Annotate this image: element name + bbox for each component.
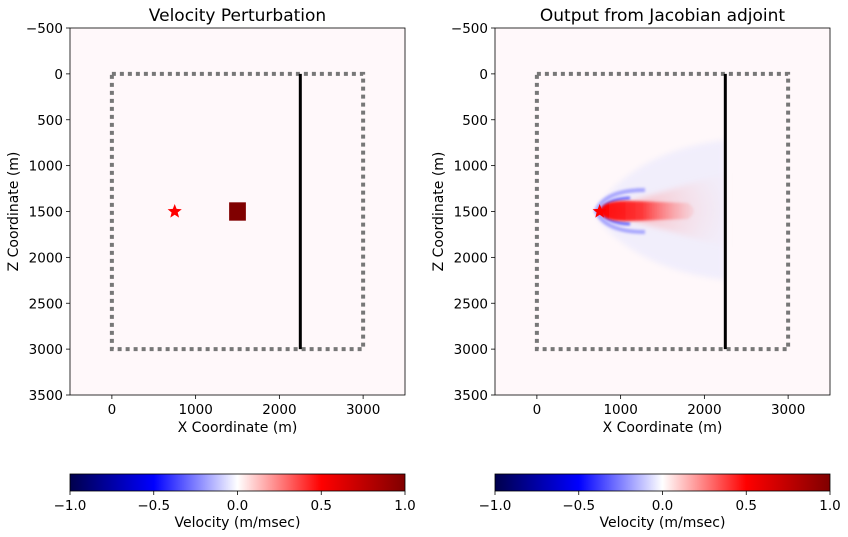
panel-title: Output from Jacobian adjoint	[540, 6, 786, 26]
colorbar-tick-label: 0.0	[227, 498, 248, 514]
colorbar-tick-label: −1.0	[54, 498, 87, 514]
y-tick-label: 0	[54, 67, 63, 83]
y-axis-ticks: −500 0 500 1000 1500 2000 2500 3000 3500	[26, 21, 70, 404]
y-tick-label: 3000	[29, 342, 63, 358]
colorbar-gradient	[494, 473, 831, 492]
x-tick-label: 2000	[262, 402, 296, 418]
colorbar-tick-label: 0.5	[311, 498, 332, 514]
x-axis-label: X Coordinate (m)	[178, 420, 298, 436]
source-star-icon	[592, 204, 607, 218]
y-tick-label: 2000	[29, 250, 63, 266]
x-tick-label: 0	[533, 402, 542, 418]
x-axis-label: X Coordinate (m)	[603, 420, 723, 436]
panel-title: Velocity Perturbation	[149, 6, 326, 26]
y-tick-label: 1000	[29, 159, 63, 175]
x-tick-label: 3000	[771, 402, 805, 418]
colorbar-label: Velocity (m/msec)	[175, 515, 301, 531]
perturbation-layer	[229, 202, 246, 221]
red-wake-core	[600, 200, 694, 222]
y-axis-label: Z Coordinate (m)	[431, 152, 447, 272]
y-tick-label: 1500	[29, 205, 63, 221]
x-tick-label: 3000	[346, 402, 380, 418]
jacobian-adjoint-panel: 0 1000 2000 3000 −500 0 500 1000 1500 2000 2500 30…	[431, 6, 841, 531]
y-tick-label: 500	[37, 113, 63, 129]
y-tick-label: 1000	[454, 159, 488, 175]
colorbar-gradient	[69, 473, 406, 492]
colorbar-tick-label: −0.5	[562, 498, 595, 514]
colorbar-tick-label: −0.5	[137, 498, 170, 514]
model-box-outline	[534, 71, 791, 352]
colorbar-tick-label: 1.0	[819, 498, 840, 514]
y-tick-label: 1500	[454, 205, 488, 221]
perturbation-square	[229, 202, 246, 221]
x-tick-label: 0	[108, 402, 117, 418]
y-tick-label: 2000	[454, 250, 488, 266]
source-star-icon	[167, 204, 182, 218]
colorbar-ticks: −1.0 −0.5 0.0 0.5 1.0	[54, 491, 416, 514]
x-tick-label: 2000	[687, 402, 721, 418]
y-tick-label: 3000	[454, 342, 488, 358]
colorbar-tick-label: 0.5	[736, 498, 757, 514]
colorbar-tick-label: 1.0	[394, 498, 415, 514]
x-axis-ticks: 0 1000 2000 3000	[533, 395, 805, 418]
colorbar-tick-label: −1.0	[479, 498, 512, 514]
y-tick-label: −500	[26, 21, 63, 37]
x-axis-ticks: 0 1000 2000 3000	[108, 395, 380, 418]
y-tick-label: 3500	[29, 388, 63, 404]
velocity-perturbation-panel: 0 1000 2000 3000 −500 0 500 1000 1500 2000 2500 30…	[6, 6, 416, 531]
y-axis-label: Z Coordinate (m)	[6, 152, 22, 272]
x-tick-label: 1000	[178, 402, 212, 418]
y-tick-label: −500	[451, 21, 488, 37]
colorbar: −1.0 −0.5 0.0 0.5 1.0 Velocity (m/msec)	[54, 473, 416, 531]
y-tick-label: 3500	[454, 388, 488, 404]
model-box-outline	[109, 71, 366, 352]
y-tick-label: 500	[462, 113, 488, 129]
colorbar-ticks: −1.0 −0.5 0.0 0.5 1.0	[479, 491, 841, 514]
y-axis-ticks: −500 0 500 1000 1500 2000 2500 3000 3500	[451, 21, 495, 404]
x-tick-label: 1000	[603, 402, 637, 418]
y-tick-label: 2500	[29, 296, 63, 312]
colorbar-label: Velocity (m/msec)	[600, 515, 726, 531]
colorbar-tick-label: 0.0	[652, 498, 673, 514]
colorbar: −1.0 −0.5 0.0 0.5 1.0 Velocity (m/msec)	[479, 473, 841, 531]
y-tick-label: 2500	[454, 296, 488, 312]
y-tick-label: 0	[479, 67, 488, 83]
